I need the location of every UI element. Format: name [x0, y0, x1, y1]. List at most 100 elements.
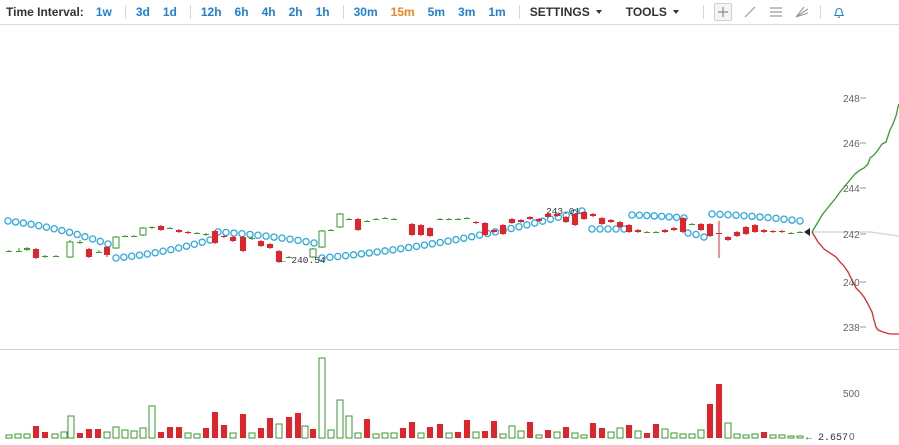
chevron-down-icon — [672, 10, 679, 14]
volume-bar — [390, 432, 398, 439]
horizontal-lines-icon[interactable] — [768, 4, 784, 20]
interval-1w[interactable]: 1w — [95, 5, 112, 19]
sar-dot — [88, 235, 97, 243]
candle — [446, 219, 452, 220]
sar-dot — [42, 223, 51, 231]
high-price-label: 243.01 — [546, 206, 581, 217]
fib-fan-icon[interactable] — [794, 4, 810, 20]
sar-dot — [700, 233, 708, 241]
candle — [139, 227, 147, 236]
sar-dot — [230, 229, 238, 237]
candle — [482, 223, 488, 235]
volume-bar — [571, 432, 579, 439]
sar-dot — [334, 252, 342, 261]
sar-dot — [780, 215, 788, 223]
interval-3m[interactable]: 3m — [458, 5, 476, 19]
volume-bar — [644, 433, 650, 438]
candle — [653, 232, 659, 233]
sar-dot — [19, 219, 28, 227]
sar-dot — [732, 211, 740, 219]
interval-30m[interactable]: 30m — [353, 5, 378, 19]
volume-bar — [437, 424, 443, 438]
volume-bar — [286, 417, 292, 438]
sar-dot — [467, 232, 476, 241]
sar-dot — [127, 252, 136, 260]
sar-dot — [748, 212, 756, 221]
candle — [409, 224, 415, 235]
sar-dot — [397, 244, 405, 253]
volume-bar — [275, 423, 283, 439]
candle — [464, 218, 470, 219]
volume-bar — [240, 414, 246, 438]
volume-bar — [716, 384, 722, 438]
volume-bar — [5, 434, 13, 439]
sar-dot — [772, 214, 780, 223]
interval-2h[interactable]: 2h — [288, 5, 303, 19]
candle — [276, 251, 282, 262]
candle — [437, 219, 443, 220]
sar-dot — [302, 237, 310, 246]
candle — [563, 217, 569, 222]
candle — [635, 230, 641, 232]
interval-4h[interactable]: 4h — [261, 5, 276, 19]
depth-bid-line — [811, 103, 899, 233]
candle — [221, 236, 227, 237]
volume-bar — [563, 427, 569, 438]
interval-15m[interactable]: 15m — [390, 5, 415, 19]
sar-dot — [708, 210, 716, 218]
volume-bar — [372, 433, 380, 439]
candle — [167, 228, 173, 229]
tools-menu[interactable]: TOOLS — [626, 5, 679, 19]
interval-1d[interactable]: 1d — [162, 5, 177, 19]
candle — [267, 244, 273, 248]
sar-dot — [143, 250, 152, 258]
crosshair-icon[interactable] — [713, 3, 732, 21]
volume-bar — [400, 428, 406, 438]
sar-dot — [286, 235, 294, 243]
candle — [355, 219, 361, 230]
volume-bar — [60, 431, 68, 439]
candle — [6, 251, 12, 252]
candle — [286, 257, 292, 258]
volume-bar — [733, 433, 741, 439]
settings-menu[interactable]: SETTINGS — [530, 5, 602, 19]
sar-dot — [460, 234, 468, 242]
volume-bar — [248, 432, 256, 439]
price-tick-244: 244 — [843, 184, 860, 195]
volume-bar — [354, 432, 362, 439]
sar-dot — [588, 225, 596, 233]
candle — [788, 233, 794, 234]
volume-bar — [267, 418, 273, 438]
candle — [149, 227, 155, 228]
pane-divider — [0, 349, 899, 350]
candle — [131, 236, 137, 237]
candle — [318, 230, 326, 248]
candle — [590, 214, 596, 216]
sar-dot — [740, 211, 748, 220]
candle — [53, 256, 59, 257]
volume-bar — [491, 421, 497, 438]
sar-dot — [650, 212, 659, 220]
sar-dot — [96, 237, 105, 246]
divider — [819, 5, 821, 19]
trendline-icon[interactable] — [742, 4, 758, 20]
interval-3d[interactable]: 3d — [135, 5, 150, 19]
volume-bar — [464, 420, 470, 438]
volume-bar — [130, 430, 138, 439]
volume-bar — [148, 405, 156, 439]
low-price-label: ← 240.54 — [280, 255, 326, 266]
volume-bar — [787, 435, 795, 439]
interval-12h[interactable]: 12h — [200, 5, 222, 19]
sar-dot — [159, 247, 167, 255]
candle — [194, 233, 200, 234]
volume-bar — [327, 429, 335, 439]
interval-1m[interactable]: 1m — [488, 5, 506, 19]
interval-1h[interactable]: 1h — [315, 5, 330, 19]
sar-dot — [672, 213, 681, 222]
candle — [185, 232, 191, 233]
volume-bar — [203, 428, 209, 438]
interval-6h[interactable]: 6h — [234, 5, 249, 19]
interval-5m[interactable]: 5m — [427, 5, 446, 19]
bell-icon[interactable] — [831, 4, 847, 20]
